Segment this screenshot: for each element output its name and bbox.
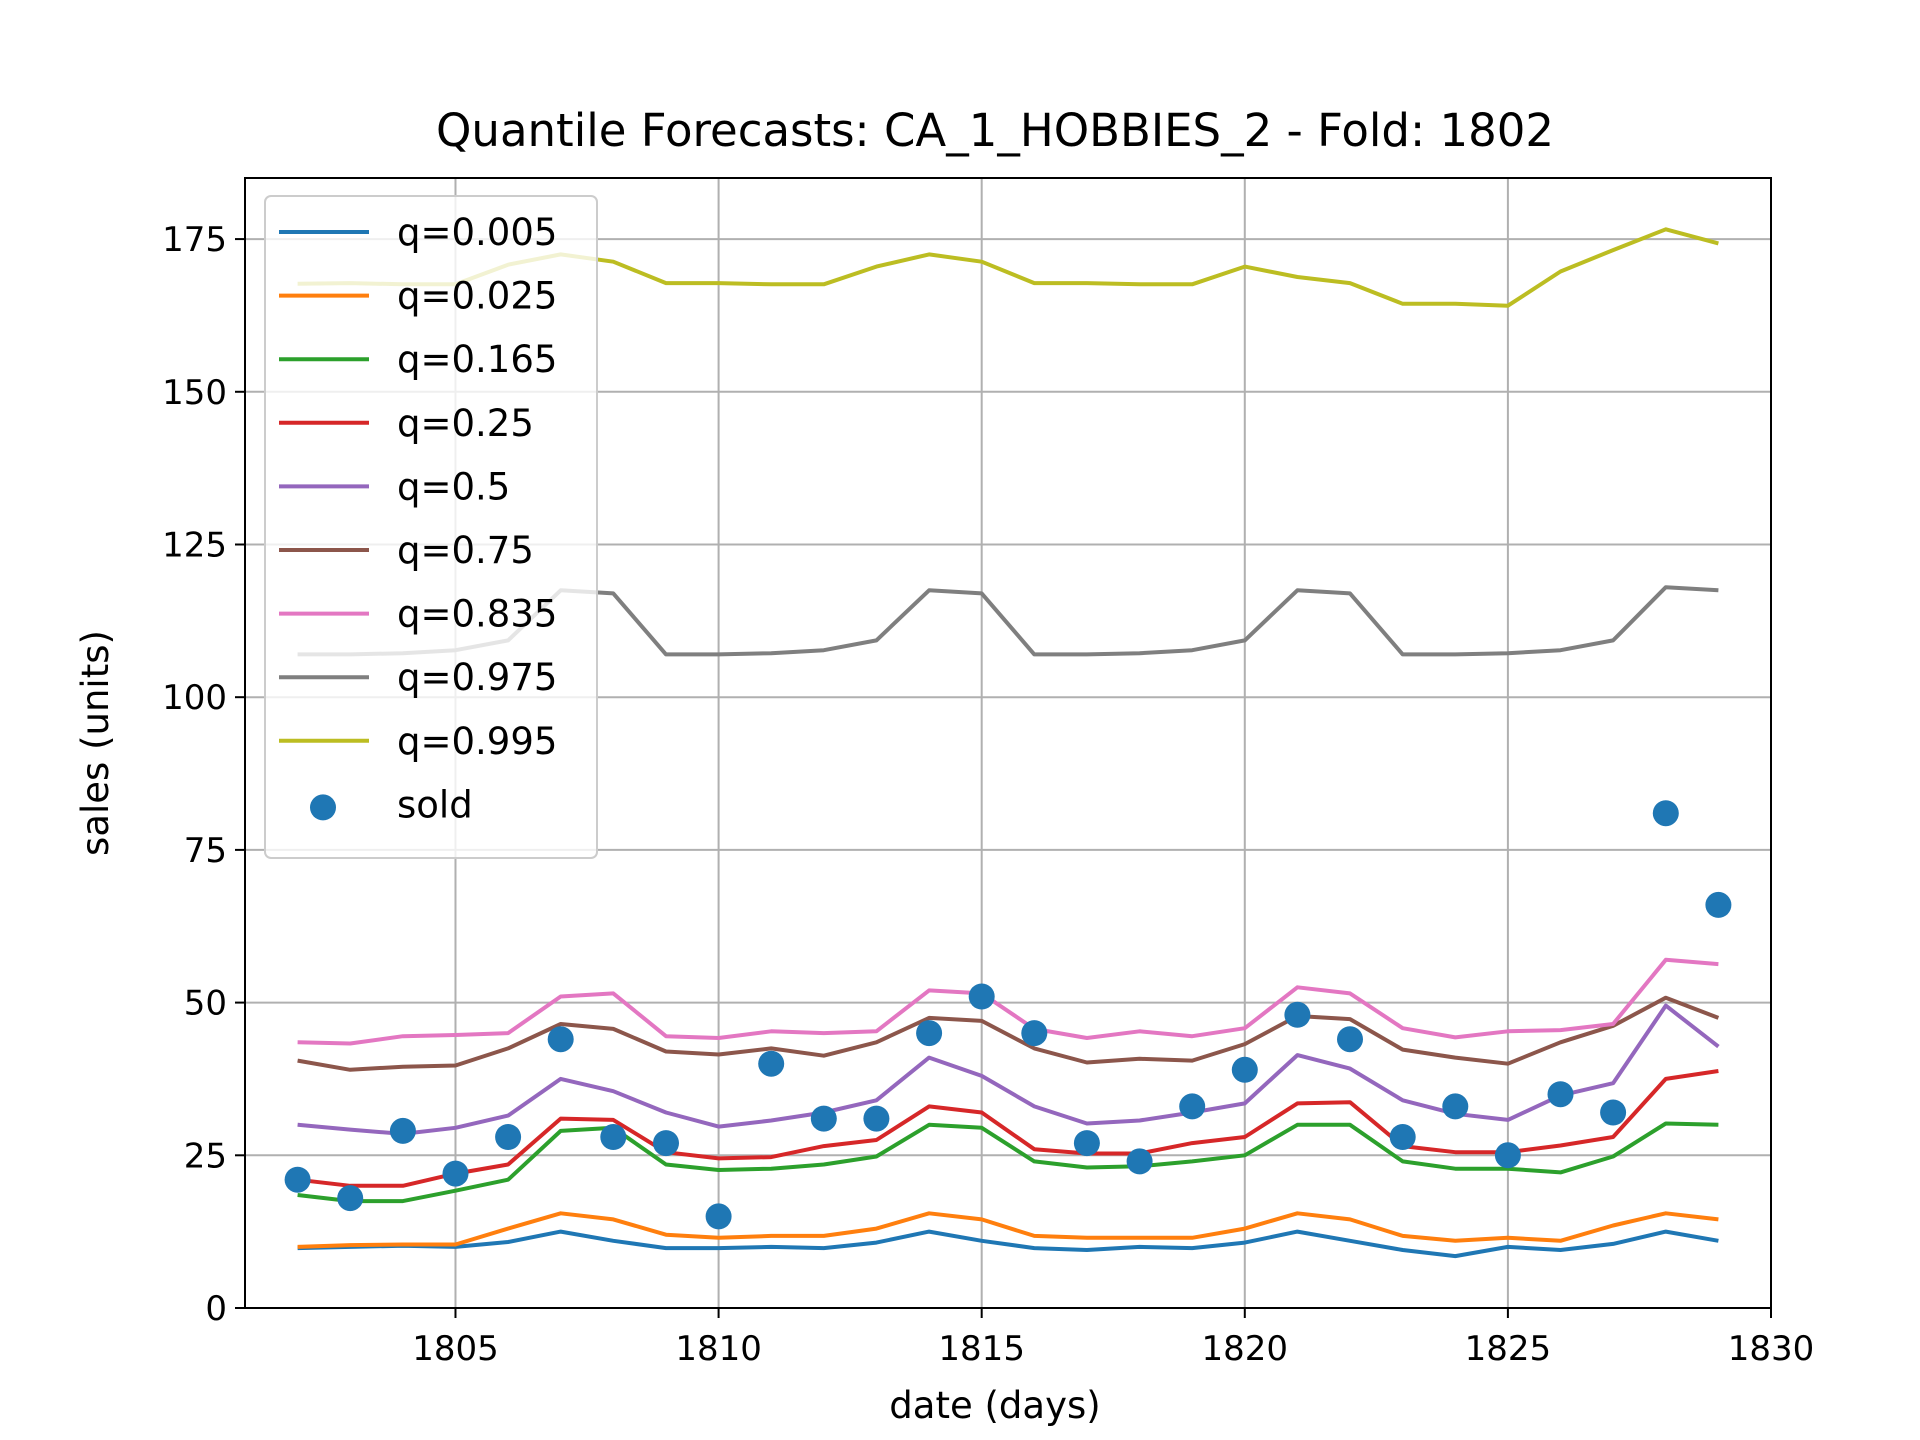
series-line-q=0.165 [297,1121,1719,1204]
sold-point [1389,1124,1416,1150]
x-axis-title: date (days) [889,1384,1100,1427]
legend-swatch-sold [310,794,336,821]
legend-label: sold [397,783,473,826]
legend-label: q=0.975 [397,656,557,699]
x-tick-label: 1805 [412,1329,499,1369]
sold-point [705,1203,732,1230]
sold-point [337,1185,364,1212]
series-lines [297,227,1720,1259]
sold-point [810,1105,837,1132]
sold-point [1337,1026,1363,1053]
series-line-q=0.75 [297,995,1720,1072]
x-tick-label: 1825 [1465,1329,1552,1369]
chart-title: Quantile Forecasts: CA_1_HOBBIES_2 - Fol… [436,104,1554,157]
y-tick-label: 0 [205,1289,227,1329]
x-tick-label: 1815 [938,1329,1025,1369]
y-tick-label: 75 [184,831,227,871]
y-tick-label: 175 [162,220,227,260]
sold-point [1284,1001,1311,1028]
y-axis-title: sales (units) [74,630,117,856]
sold-point [1231,1056,1258,1083]
legend-label: q=0.75 [397,529,534,572]
x-tick-label: 1820 [1202,1329,1289,1369]
y-tick-label: 100 [162,678,227,718]
legend-label: q=0.5 [397,465,510,508]
sold-point [284,1166,311,1193]
series-line-q=0.005 [297,1229,1719,1259]
sold-point [1547,1081,1574,1108]
sold-point [600,1124,627,1150]
sold-point [1652,800,1679,827]
sold-point [1126,1148,1153,1175]
legend-label: q=0.25 [397,402,534,445]
y-tick-label: 150 [162,373,227,413]
sold-point [547,1026,574,1053]
legend-label: q=0.995 [397,720,557,763]
legend-label: q=0.005 [397,211,557,254]
sold-point [389,1117,416,1144]
sold-point [968,983,995,1010]
sold-point [863,1105,890,1132]
sold-point [916,1020,943,1047]
legend-label: q=0.165 [397,338,557,381]
series-line-q=0.835 [297,957,1719,1046]
sold-point [653,1130,679,1157]
sold-point [1073,1130,1100,1157]
y-tick-label: 125 [162,525,227,565]
sold-point [495,1124,522,1150]
sold-point [1442,1093,1469,1120]
plot-frame [244,177,1772,1309]
sold-point [442,1160,469,1187]
sold-point [1494,1142,1521,1169]
legend-label: q=0.835 [397,593,557,636]
series-line-q=0.25 [297,1069,1719,1188]
sold-point [1179,1093,1206,1120]
x-tick-label: 1830 [1728,1329,1815,1369]
legend-label: q=0.025 [397,275,557,318]
legend: q=0.005 q=0.025 q=0.165 q=0.25 q=0.5 q=0.75 q=… [264,195,598,859]
sold-point [1021,1020,1048,1047]
series-line-q=0.5 [297,1003,1720,1136]
sold-point [1600,1099,1627,1126]
x-tick-label: 1810 [675,1329,762,1369]
sold-points [284,800,1732,1230]
legend-box [264,195,598,859]
series-line-q=0.025 [297,1211,1719,1249]
sold-point [1705,891,1732,918]
grid [245,178,1772,1309]
axis-ticks: 1805 1810 1815 1820 1825 1830 0 25 50 75 100 125 150… [162,220,1814,1369]
y-tick-label: 25 [184,1136,227,1176]
y-tick-label: 50 [184,984,227,1024]
sold-point [758,1050,785,1077]
